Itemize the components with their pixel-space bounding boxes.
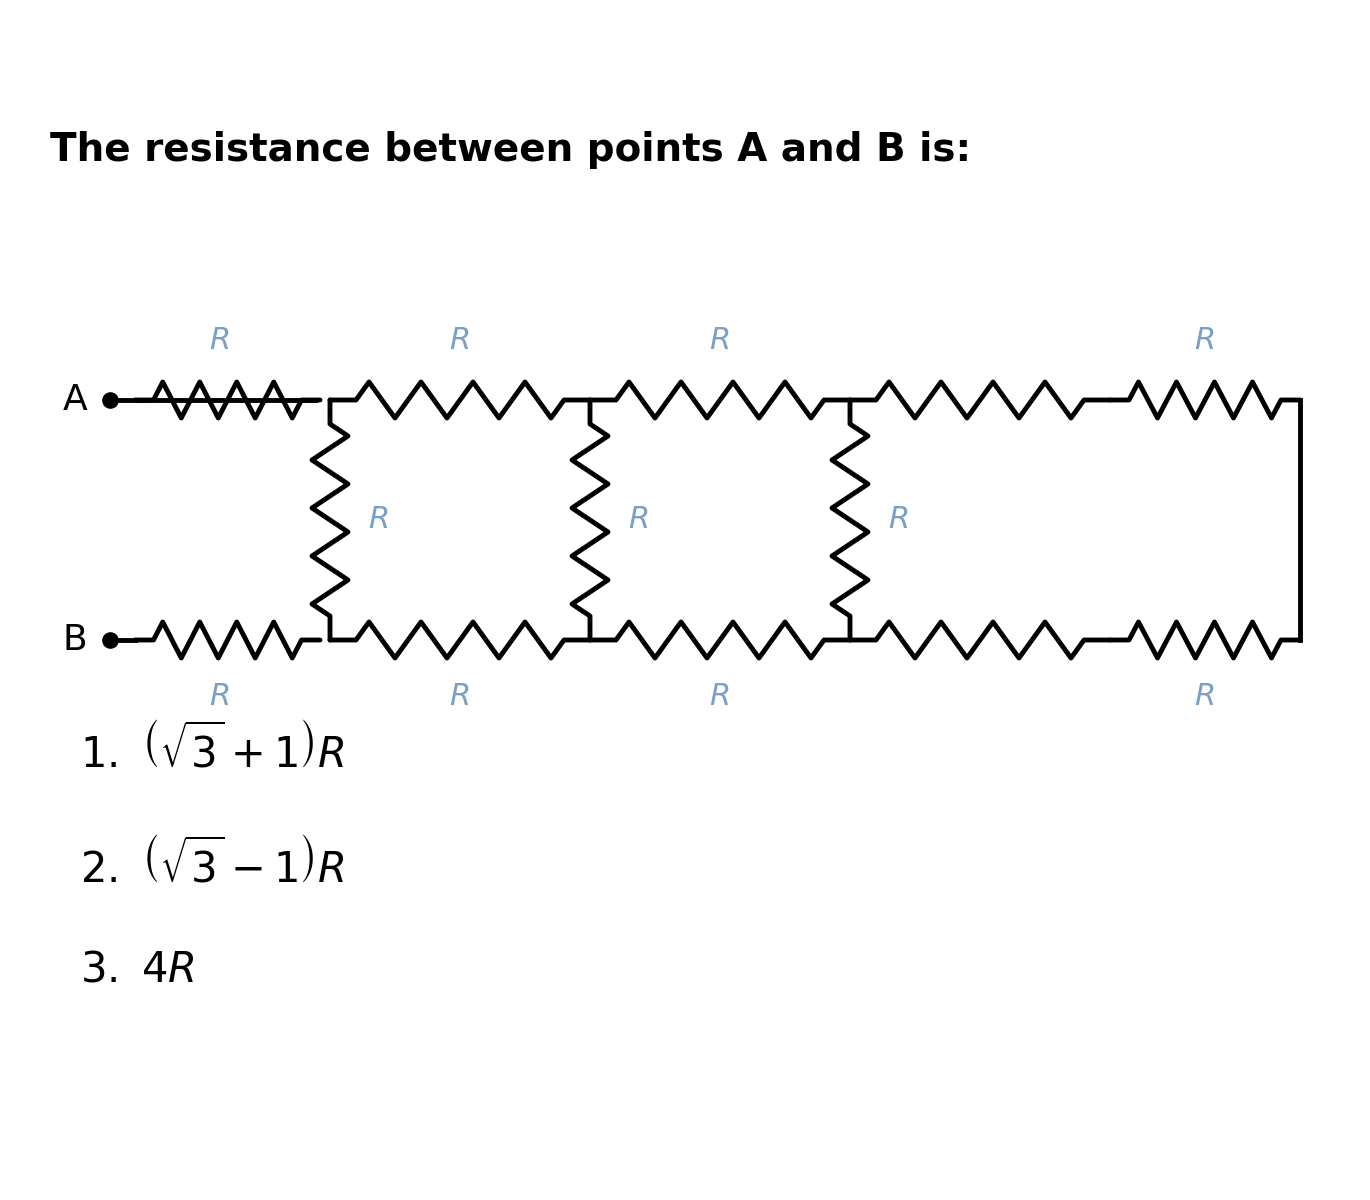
Text: A: A (63, 383, 88, 416)
Text: R: R (710, 682, 730, 710)
Point (99, 390, 121, 409)
Text: R: R (1195, 326, 1215, 355)
Text: R: R (1195, 682, 1215, 710)
Point (99, 630, 121, 649)
Text: R: R (369, 505, 389, 534)
Text: R: R (627, 505, 649, 534)
Text: $2.\ \left(\sqrt{3}-1\right) R$: $2.\ \left(\sqrt{3}-1\right) R$ (79, 839, 345, 892)
Text: R: R (710, 326, 730, 355)
Text: R: R (888, 505, 910, 534)
Text: R: R (210, 326, 230, 355)
Text: R: R (449, 682, 471, 710)
Text: B: B (63, 623, 88, 658)
Text: R: R (210, 682, 230, 710)
Text: R: R (449, 326, 471, 355)
Text: The resistance between points A and B is:: The resistance between points A and B is… (49, 131, 971, 169)
Text: $1.\ \left(\sqrt{3}+1\right) R$: $1.\ \left(\sqrt{3}+1\right) R$ (79, 724, 345, 776)
Text: $3.\ 4R$: $3.\ 4R$ (79, 949, 195, 991)
